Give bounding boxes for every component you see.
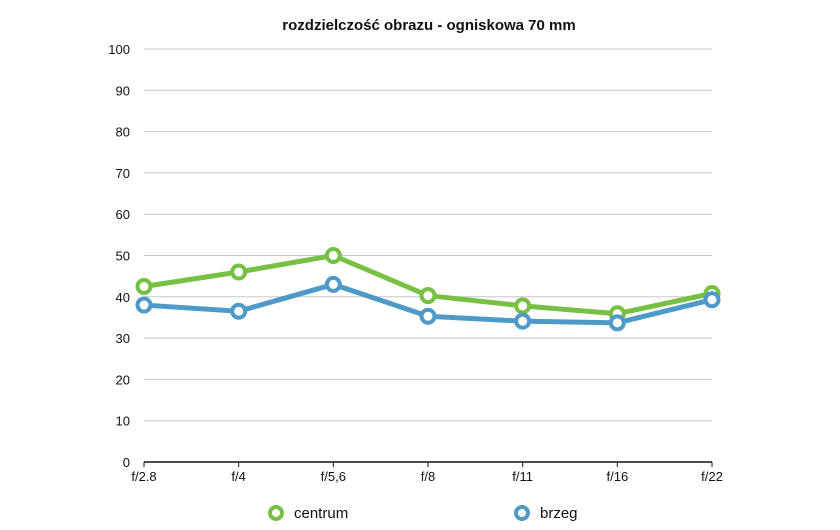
data-point-brzeg — [135, 296, 153, 314]
legend-item-centrum: centrum — [268, 505, 348, 522]
y-tick-label: 50 — [116, 249, 130, 264]
x-tick-label: f/2.8 — [131, 469, 156, 484]
series-group — [135, 247, 721, 332]
x-tick-label: f/22 — [701, 469, 723, 484]
series-brzeg — [135, 275, 721, 332]
legend: centrum brzeg — [268, 505, 578, 522]
data-point-brzeg — [703, 291, 721, 309]
legend-label: brzeg — [540, 505, 578, 522]
legend-marker — [514, 505, 530, 521]
data-point-centrum — [324, 247, 342, 264]
x-tick-label: f/8 — [421, 469, 435, 484]
data-point-brzeg — [419, 307, 437, 325]
y-tick-label: 0 — [123, 455, 130, 470]
y-tick-label: 10 — [116, 414, 130, 429]
y-tick-label: 90 — [116, 83, 130, 98]
chart-title: rozdzielczość obrazu - ogniskowa 70 mm — [282, 17, 575, 34]
data-point-brzeg — [324, 275, 342, 293]
y-tick-label: 80 — [116, 125, 130, 140]
y-tick-label: 20 — [116, 372, 130, 387]
gridlines — [144, 48, 712, 422]
x-tick-label: f/11 — [512, 469, 533, 484]
y-tick-label: 100 — [108, 42, 130, 57]
data-point-brzeg — [608, 314, 626, 332]
data-point-centrum — [135, 277, 153, 295]
x-tick-label: f/16 — [606, 469, 628, 484]
legend-label: centrum — [294, 505, 348, 522]
data-point-centrum — [419, 287, 437, 305]
legend-marker — [268, 505, 284, 521]
y-tick-labels: 0 10 20 30 40 50 60 70 80 90 100 — [108, 42, 130, 470]
data-point-centrum — [514, 297, 532, 315]
data-point-brzeg — [230, 302, 248, 320]
y-tick-label: 60 — [116, 207, 130, 222]
series-centrum — [135, 247, 721, 323]
x-tick-label: f/5,6 — [321, 469, 346, 484]
x-tick-label: f/4 — [231, 469, 245, 484]
axes — [143, 461, 713, 467]
series-line-centrum — [141, 253, 715, 317]
data-point-centrum — [230, 263, 248, 281]
x-tick-labels: f/2.8 f/4 f/5,6 f/8 f/11 f/16 f/22 — [131, 469, 722, 484]
y-tick-label: 30 — [116, 331, 130, 346]
legend-item-brzeg: brzeg — [514, 505, 578, 522]
y-tick-label: 40 — [116, 290, 130, 305]
y-tick-label: 70 — [116, 166, 130, 181]
data-point-brzeg — [514, 312, 532, 330]
